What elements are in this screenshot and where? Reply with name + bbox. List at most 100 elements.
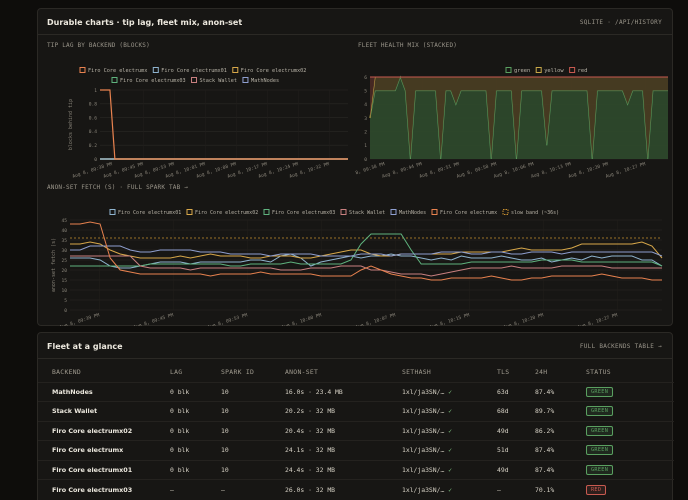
- backend-name[interactable]: Firo Core electrumx02: [38, 420, 170, 441]
- y-tick-label: 0: [94, 157, 97, 163]
- y-tick-label: 5: [364, 88, 367, 94]
- anon-set-value: 24.1s · 32 MB: [285, 440, 402, 460]
- header-sethash: SETHASH: [402, 368, 432, 377]
- y-tick-label: 3: [364, 116, 367, 122]
- tls-value: 49d: [497, 459, 535, 480]
- sethash-value: 1xl/ja3SN/…: [402, 387, 445, 396]
- fleet-health-title: FLEET HEALTH MIX (STACKED): [358, 42, 458, 49]
- anon-set-title[interactable]: ANON-SET FETCH (S) · FULL SPARK TAB →: [47, 184, 189, 191]
- fleet-table: BACKEND LAG SPARK ID ANON-SET SETHASH TL…: [38, 363, 674, 499]
- series-line: [70, 255, 662, 277]
- y-tick-label: 0: [364, 157, 367, 163]
- check-icon: ✓: [448, 446, 453, 455]
- area-fill: [370, 77, 668, 159]
- spark-id-value: 10: [221, 420, 285, 441]
- api-history-link[interactable]: SQLITE · /API/HISTORY: [579, 19, 662, 26]
- x-tick-label: Aug 8, 10:13 PM: [530, 161, 572, 179]
- x-tick-label: Aug 8, 09:45 PM: [133, 312, 175, 326]
- legend-swatch: [569, 67, 576, 73]
- x-tick-label: Aug 8, 10:06 PM: [493, 161, 535, 179]
- status-cell: GREEN: [586, 381, 674, 402]
- header-anon-set: ANON-SET: [285, 368, 319, 377]
- backend-name[interactable]: Firo Core electrumx: [38, 440, 170, 460]
- status-cell: GREEN: [586, 459, 674, 480]
- tls-value: 51d: [497, 440, 535, 460]
- sethash-value: 1xl/ja3SN/…: [402, 465, 445, 474]
- sethash-cell: 1xl/ja3SN/… ✓: [402, 381, 497, 402]
- y-tick-label: 0.6: [89, 115, 98, 121]
- backend-name[interactable]: Stack Wallet: [38, 401, 170, 421]
- legend-label: Firo Core electrumx03: [120, 78, 186, 84]
- status-badge: GREEN: [586, 406, 614, 417]
- series-line: [369, 75, 668, 160]
- sethash-cell: 1xl/ja3SN/… ✓: [402, 401, 497, 421]
- table-row[interactable]: MathNodes 0 blk 10 16.0s · 23.4 MB 1xl/ja3SN…: [38, 381, 674, 402]
- y-tick-label: 30: [61, 248, 67, 254]
- legend-swatch: [505, 67, 512, 73]
- check-icon: ✓: [448, 485, 453, 494]
- table-row[interactable]: Stack Wallet 0 blk 10 20.2s · 32 MB 1xl/ja3S…: [38, 401, 674, 421]
- legend-label: green: [514, 68, 530, 74]
- legend-label: Firo Core electrumx02: [241, 68, 307, 74]
- header-spark-id: SPARK ID: [221, 368, 255, 377]
- status-badge: GREEN: [586, 425, 614, 436]
- backend-name[interactable]: Firo Core electrumx01: [38, 459, 170, 480]
- uptime-24h-value: 87.4%: [535, 381, 586, 402]
- table-row[interactable]: Firo Core electrumx02 0 blk 10 20.4s · 32 M…: [38, 420, 674, 441]
- legend-swatch: [152, 67, 159, 73]
- legend-swatch: [191, 77, 198, 83]
- status-cell: GREEN: [586, 420, 674, 441]
- lag-value: —: [170, 479, 221, 499]
- charts-panel-title: Durable charts · tip lag, fleet mix, ano…: [47, 18, 243, 27]
- y-axis-label: anon-set fetch (s): [51, 238, 57, 292]
- anon-set-chart: Firo Core electrumx01 Firo Core electrumx…: [51, 209, 663, 326]
- spark-id-value: 10: [221, 459, 285, 480]
- table-row[interactable]: Firo Core electrumx03— —26.0s · 32 MB 1xl/…: [38, 479, 674, 499]
- anon-set-value: 20.4s · 32 MB: [285, 420, 402, 441]
- y-tick-label: 20: [61, 268, 67, 274]
- table-row[interactable]: Firo Core electrumx 0 blk 10 24.1s · 32 MB 1…: [38, 440, 674, 460]
- area-fill: [370, 77, 668, 159]
- x-tick-label: Aug 8, 09:39 PM: [59, 312, 101, 326]
- fleet-health-chart: greenyellowred0123456Aug 8, 09:38 PMAug …: [354, 67, 668, 179]
- y-tick-label: 45: [61, 218, 67, 224]
- tls-value: —: [497, 479, 535, 499]
- sethash-value: 1xl/ja3SN/…: [402, 426, 445, 435]
- uptime-24h-value: 87.4%: [535, 459, 586, 480]
- header-backend: BACKEND: [52, 368, 82, 377]
- table-row[interactable]: Firo Core electrumx01 0 blk 10 24.4s · 32 M…: [38, 459, 674, 480]
- y-tick-label: 6: [364, 75, 367, 81]
- lag-value: 0 blk: [170, 401, 221, 421]
- uptime-24h-value: 70.1%: [535, 479, 586, 499]
- y-tick-label: 25: [61, 258, 67, 264]
- backend-name[interactable]: Firo Core electrumx03: [38, 479, 170, 499]
- legend-swatch: [390, 209, 397, 215]
- legend-swatch: [242, 77, 249, 83]
- charts-panel: Durable charts · tip lag, fleet mix, ano…: [37, 8, 673, 326]
- lag-value: 0 blk: [170, 420, 221, 441]
- legend-label: Firo Core electrumx01: [118, 210, 181, 216]
- backend-name[interactable]: MathNodes: [38, 381, 170, 402]
- status-badge: GREEN: [586, 386, 614, 397]
- lag-value: 0 blk: [170, 381, 221, 402]
- check-icon: ✓: [448, 407, 453, 416]
- x-tick-label: Aug 8, 10:27 PM: [605, 161, 647, 179]
- legend-label: Firo Core electrumx: [440, 210, 497, 216]
- series-line: [70, 233, 663, 267]
- header-lag: LAG: [170, 368, 183, 377]
- sethash-value: 1xl/ja3SN/…: [402, 485, 445, 494]
- y-tick-label: 1: [94, 88, 97, 94]
- x-tick-label: Aug 8, 10:15 PM: [429, 312, 471, 326]
- legend-swatch: [502, 209, 509, 215]
- tls-value: 63d: [497, 381, 535, 402]
- charts-divider: [38, 34, 672, 35]
- y-axis-label: blocks behind tip: [68, 99, 74, 150]
- anon-set-value: 16.0s · 23.4 MB: [285, 381, 402, 402]
- y-tick-label: 40: [61, 228, 67, 234]
- full-backends-table-link[interactable]: FULL BACKENDS TABLE →: [579, 343, 662, 350]
- sethash-value: 1xl/ja3SN/…: [402, 446, 445, 455]
- anon-set-value: 20.2s · 32 MB: [285, 401, 402, 421]
- anon-set-value: 26.0s · 32 MB: [285, 479, 402, 499]
- x-tick-label: Aug 8, 10:00 PM: [281, 312, 323, 326]
- check-icon: ✓: [448, 426, 453, 435]
